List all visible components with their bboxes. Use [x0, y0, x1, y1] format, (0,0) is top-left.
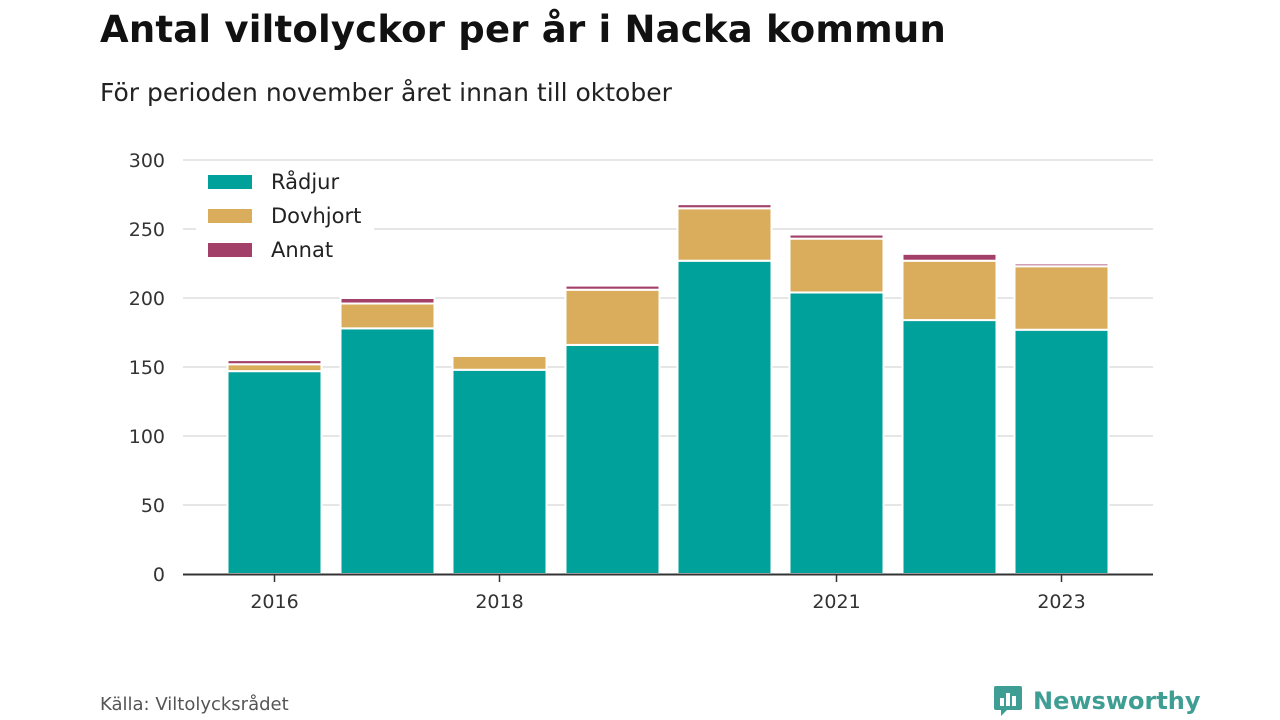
bar-dovhjort-2020	[676, 207, 773, 262]
bar-annat-2018	[451, 353, 548, 357]
bar-dovhjort-2019	[564, 288, 661, 346]
source-note: Källa: Viltolycksrådet	[100, 694, 289, 715]
bar-rådjur-2018	[451, 368, 548, 576]
legend-swatch-annat	[208, 243, 252, 257]
y-tick-label: 250	[129, 219, 165, 241]
bar-rådjur-2023	[1013, 328, 1110, 575]
bar-rådjur-2019	[564, 343, 661, 576]
bar-dovhjort-2023	[1013, 265, 1110, 331]
bar-rådjur-2022	[901, 319, 998, 575]
bar-annat-2016	[226, 359, 323, 366]
chart-subtitle: För perioden november året innan till ok…	[100, 78, 672, 107]
x-tick-label: 2016	[250, 591, 298, 613]
newsworthy-logo: Newsworthy	[993, 684, 1201, 718]
y-tick-label: 0	[153, 564, 165, 586]
legend-label-rådjur: Rådjur	[271, 169, 339, 194]
legend-label-annat: Annat	[271, 238, 333, 262]
bar-annat-2020	[676, 203, 773, 210]
bar-rådjur-2016	[226, 370, 323, 576]
bar-rådjur-2017	[339, 327, 436, 575]
y-tick-label: 150	[129, 357, 165, 379]
bar-dovhjort-2016	[226, 363, 323, 373]
legend-swatch-rådjur	[208, 175, 252, 189]
y-tick-label: 100	[129, 426, 165, 448]
stacked-bar-chart: 0 50 100 150 200 250 300 2016 2018 2021 2023 Rådj…	[129, 150, 1153, 613]
bar-annat-2019	[564, 284, 661, 291]
bar-annat-2017	[339, 297, 436, 305]
bar-dovhjort-2017	[339, 302, 436, 330]
chart-title: Antal viltolyckor per år i Nacka kommun	[100, 8, 946, 51]
x-tick-label: 2018	[475, 591, 523, 613]
bar-rådjur-2020	[676, 259, 773, 575]
legend-label-dovhjort: Dovhjort	[271, 204, 361, 228]
newsworthy-logo-icon	[994, 686, 1022, 716]
bar-dovhjort-2018	[451, 354, 548, 371]
bar-dovhjort-2021	[788, 237, 885, 294]
bar-annat-2022	[901, 252, 998, 262]
y-tick-label: 200	[129, 288, 165, 310]
bar-dovhjort-2022	[901, 259, 998, 322]
bar-annat-2023	[1013, 262, 1110, 268]
y-tick-label: 300	[129, 150, 165, 172]
newsworthy-logo-text: Newsworthy	[1033, 687, 1201, 715]
x-tick-label: 2023	[1037, 591, 1085, 613]
bar-rådjur-2021	[788, 291, 885, 575]
y-tick-label: 50	[141, 495, 165, 517]
legend-swatch-dovhjort	[208, 209, 252, 223]
x-tick-label: 2021	[812, 591, 860, 613]
bar-annat-2021	[788, 233, 885, 240]
